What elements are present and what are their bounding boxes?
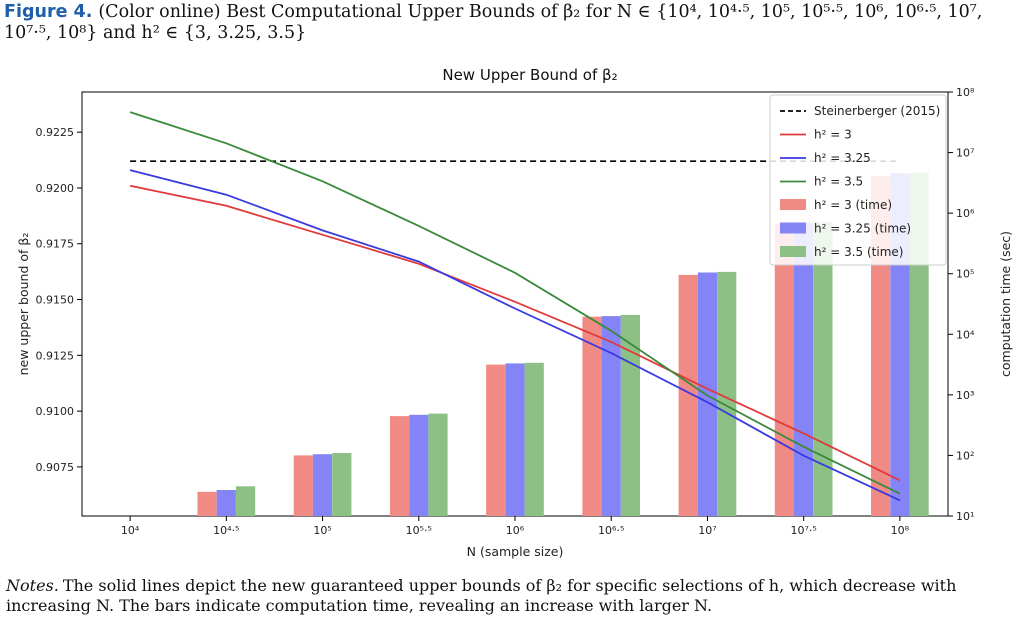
figure-notes: Notes. The solid lines depict the new gua… [6,576,1026,616]
y-tick-label: 0.9125 [36,349,75,362]
x-axis: 10⁴ 10⁴·⁵ 10⁵ 10⁵·⁵ 10⁶ 10⁶·⁵ 10⁷ 10⁷·⁵ 10⁸ [121,516,910,537]
x-tick-label: 10⁶·⁵ [598,524,624,537]
bar-h325_bar-4 [505,363,525,516]
chart: New Upper Bound of β₂ 0.9075 0.9100 0.9125… [16,66,1013,559]
line-h35 [129,111,901,495]
legend-label: h² = 3 (time) [814,198,892,212]
bar-h3_bar-7 [774,224,794,516]
bar-h35_bar-1 [236,486,256,516]
bar-h3_bar-5 [582,316,602,516]
legend-swatch [780,246,806,257]
figure-caption: Figure 4. (Color online) Best Computation… [4,2,1014,44]
line-h325 [129,169,901,502]
legend: Steinerberger (2015) h² = 3 h² = 3.25 h² = … [769,94,947,266]
bar-h325_bar-6 [697,272,717,516]
bar-h325_bar-1 [216,490,236,516]
legend-label: h² = 3 [814,128,852,142]
x-tick-label: 10⁵ [313,524,331,537]
x-tick-label: 10⁵·⁵ [406,524,432,537]
notes-text: The solid lines depict the new guarantee… [6,576,957,615]
x-tick-label: 10⁴·⁵ [213,524,239,537]
y-tick-label: 0.9100 [36,405,75,418]
bar-h35_bar-7 [813,222,833,516]
legend-label: h² = 3.25 (time) [814,222,911,236]
y-tick-label: 0.9175 [36,238,75,251]
line-h3 [129,184,901,482]
x-tick-label: 10⁸ [891,524,910,537]
y-tick-label: 0.9150 [36,294,75,307]
y2-tick-label: 10⁴ [956,328,975,341]
bar-h325_bar-2 [312,454,333,516]
bar-h35_bar-3 [428,413,448,516]
x-tick-label: 10⁷ [698,524,716,537]
y2-axis-label: computation time (sec) [998,231,1013,377]
y-axis-left: 0.9075 0.9100 0.9125 0.9150 0.9175 0.9200 0.92… [36,126,82,474]
bar-h3_bar-1 [197,491,217,516]
y2-tick-label: 10¹ [956,510,974,523]
figure-label: Figure 4. [4,2,93,22]
y-tick-label: 0.9225 [36,126,75,139]
y2-tick-label: 10² [956,449,974,462]
bar-h35_bar-2 [332,453,352,516]
chart-title: New Upper Bound of β₂ [442,66,617,84]
y-tick-label: 0.9075 [36,461,75,474]
notes-label: Notes. [6,576,59,595]
legend-label: Steinerberger (2015) [814,104,940,118]
caption-text: (Color online) Best Computational Upper … [4,2,983,43]
legend-label: h² = 3.25 [814,151,871,165]
y-axis-label: new upper bound of β₂ [16,233,31,376]
bar-h35_bar-4 [524,362,544,516]
x-tick-label: 10⁶ [506,524,525,537]
y2-tick-label: 10⁸ [956,86,975,99]
y2-tick-label: 10⁷ [956,147,974,160]
x-axis-label: N (sample size) [467,544,564,559]
y2-tick-label: 10⁶ [956,207,975,220]
legend-swatch [780,199,806,210]
legend-box [769,94,947,266]
bar-h325_bar-5 [601,316,621,516]
x-tick-label: 10⁷·⁵ [791,524,817,537]
legend-label: h² = 3.5 [814,175,863,189]
bar-h3_bar-4 [486,364,506,516]
y2-tick-label: 10⁵ [956,268,974,281]
bar-h3_bar-3 [389,416,410,516]
bar-h325_bar-3 [409,414,429,516]
y-axis-right: 10¹ 10² 10³ 10⁴ 10⁵ 10⁶ 10⁷ 10⁸ [948,86,975,523]
bar-h3_bar-2 [293,455,313,516]
x-tick-label: 10⁴ [121,524,140,537]
bar-h35_bar-5 [620,314,640,516]
legend-swatch [780,222,806,234]
bar-h3_bar-6 [678,274,698,516]
bar-h325_bar-7 [794,222,814,517]
legend-label: h² = 3.5 (time) [814,245,903,259]
y-tick-label: 0.9200 [36,182,75,195]
y2-tick-label: 10³ [956,389,974,402]
bar-h35_bar-6 [717,271,737,516]
